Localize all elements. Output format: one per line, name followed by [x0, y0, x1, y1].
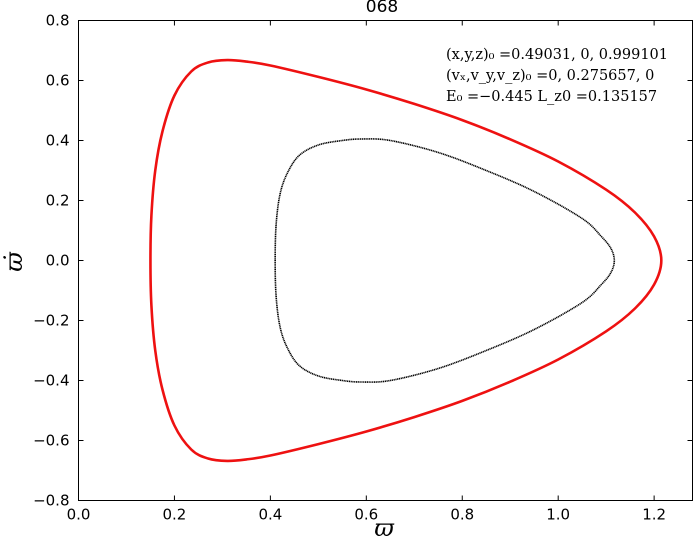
- red-orbit-curve: [149, 58, 663, 463]
- initial-conditions-annotation: (x,y,z)₀ =0.49031, 0, 0.999101 (vₓ,v_y,v…: [446, 45, 668, 108]
- y-tick-label: −0.6: [33, 432, 69, 450]
- y-tick-label: 0.0: [46, 252, 70, 270]
- y-tick-label: 0.2: [46, 192, 70, 210]
- x-tick-label: 0.6: [354, 506, 378, 524]
- x-tick-label: 0.8: [450, 506, 474, 524]
- black-orbit-points: [274, 138, 616, 383]
- y-tick-label: 0.4: [46, 132, 70, 150]
- y-tick-label: 0.6: [46, 72, 70, 90]
- x-axis-label: ϖ: [374, 514, 395, 539]
- x-tick-label: 0.4: [258, 506, 282, 524]
- annotation-line-energy: E₀ =−0.445 L_z0 =0.135157: [446, 89, 658, 105]
- annotation-line-position: (x,y,z)₀ =0.49031, 0, 0.999101: [446, 47, 668, 63]
- series-layer: [149, 58, 663, 463]
- x-tick-label: 0.0: [67, 506, 91, 524]
- x-tick-label: 1.0: [546, 506, 570, 524]
- y-tick-label: −0.2: [33, 312, 69, 330]
- annotation-line-velocity: (vₓ,v_y,v_z)₀ =0, 0.275657, 0: [446, 68, 655, 84]
- x-tick-label: 0.2: [163, 506, 187, 524]
- x-tick-label: 1.2: [642, 506, 666, 524]
- y-tick-label: −0.8: [33, 492, 69, 510]
- y-tick-label: 0.8: [46, 12, 70, 30]
- y-tick-label: −0.4: [33, 372, 69, 390]
- ticks-layer: 0.0 0.2 0.4 0.6 0.8 1.0 1.2 −0.8 −0.6 −0.4 −0.2 0.0…: [33, 12, 693, 524]
- y-axis-label: ϖ̇: [0, 251, 28, 272]
- chart-title: 068: [366, 0, 398, 17]
